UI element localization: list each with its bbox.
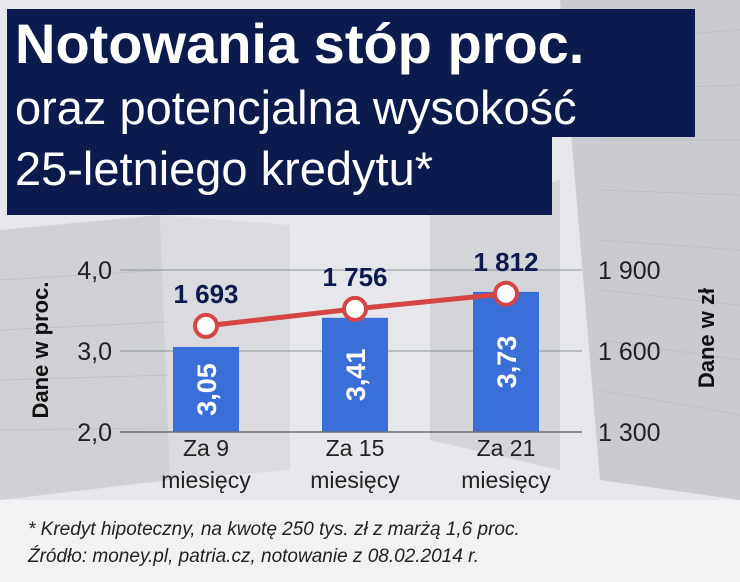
y2-tick-label: 1 300 bbox=[598, 419, 661, 447]
footnote: * Kredyt hipoteczny, na kwotę 250 tys. z… bbox=[28, 519, 520, 540]
bar bbox=[322, 317, 388, 432]
line-value-label: 1 812 bbox=[473, 247, 538, 277]
line-value-label: 1 756 bbox=[322, 262, 387, 292]
x-tick-label: Za 9 bbox=[183, 435, 229, 461]
x-tick-label: Za 15 bbox=[326, 435, 385, 461]
y2-tick-label: 1 600 bbox=[598, 338, 661, 366]
y-axis-title: Dane w proc. bbox=[28, 282, 53, 419]
y-tick-label: 4,0 bbox=[77, 257, 112, 285]
source-note: Źródło: money.pl, patria.cz, notowanie z… bbox=[28, 546, 479, 567]
y-tick-label: 2,0 bbox=[77, 419, 112, 447]
bar-value-label: 3,41 bbox=[341, 349, 371, 402]
line-point bbox=[493, 280, 519, 307]
line-point bbox=[193, 312, 219, 339]
bar-value-label: 3,73 bbox=[492, 336, 522, 389]
y2-tick-label: 1 900 bbox=[598, 257, 661, 285]
bar bbox=[173, 346, 239, 432]
title-line-3: 25-letniego kredytu* bbox=[7, 137, 552, 215]
title-line-2: oraz potencjalna wysokość bbox=[7, 79, 695, 137]
title-line-1: Notowania stóp proc. bbox=[7, 9, 695, 79]
x-tick-label-line2: miesięcy bbox=[461, 467, 551, 493]
bar bbox=[473, 291, 539, 432]
line-value-label: 1 693 bbox=[173, 279, 238, 309]
y-tick-label: 3,0 bbox=[77, 338, 112, 366]
line-point bbox=[342, 295, 368, 322]
bar-value-label: 3,05 bbox=[192, 363, 222, 416]
x-tick-label-line2: miesięcy bbox=[310, 467, 400, 493]
x-tick-label: Za 21 bbox=[477, 435, 536, 461]
x-tick-label-line2: miesięcy bbox=[161, 467, 251, 493]
y2-axis-title: Dane w zł bbox=[694, 288, 719, 388]
